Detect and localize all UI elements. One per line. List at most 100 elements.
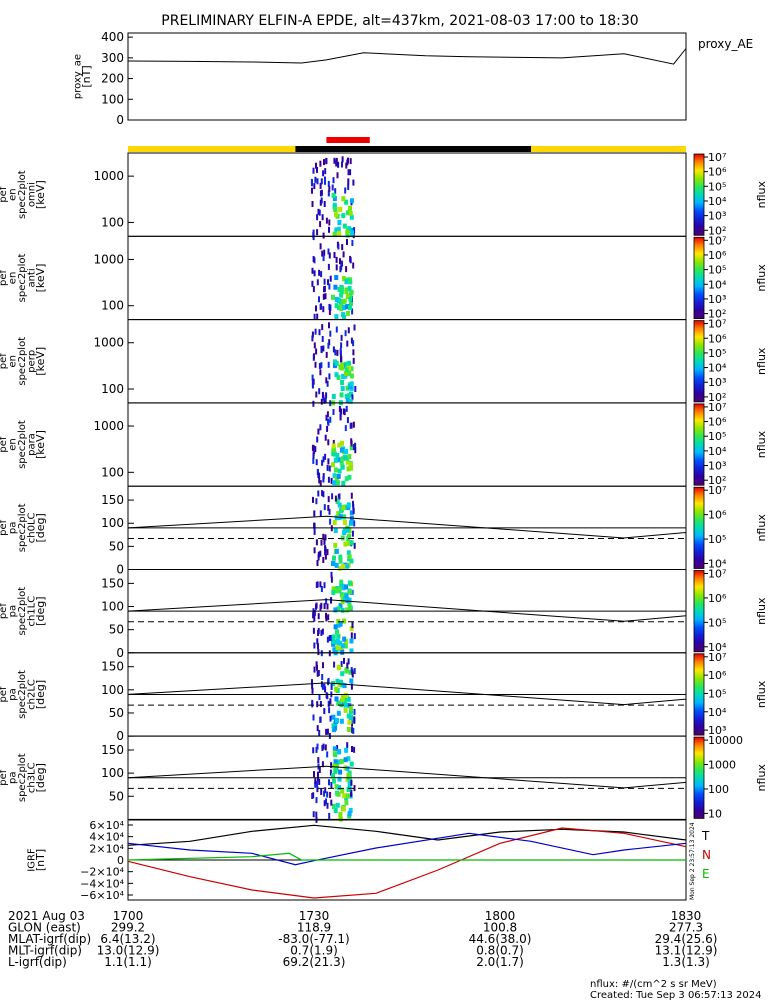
ephemeris-cell: 277.3 — [669, 921, 703, 935]
spectrogram-pixel — [315, 797, 318, 804]
spectrogram-pixel — [328, 283, 331, 290]
spectrogram-pixel — [332, 647, 337, 653]
spectrogram-pixel — [344, 289, 349, 295]
spectrogram-pixel — [318, 269, 321, 276]
igrf-ytick-label: 0 — [117, 854, 124, 867]
spectrogram-pixel — [353, 746, 356, 753]
spectrogram-pixel — [324, 534, 327, 541]
colorbar-tick-label: 10⁴ — [708, 641, 727, 654]
spectrogram-pixel — [353, 324, 356, 331]
spectrogram-pixel — [346, 361, 351, 366]
spectrogram-pixel — [347, 184, 350, 190]
spectrogram-pixel — [331, 586, 336, 592]
spectrogram-pixel — [313, 666, 316, 673]
spectrogram-pixel — [327, 190, 330, 197]
spectrogram-pixel — [329, 275, 332, 282]
spectrogram-pixel — [335, 678, 340, 684]
spectrogram-pixel — [342, 514, 347, 520]
spectrogram-pixel — [347, 554, 352, 560]
spectrogram-pixel — [350, 230, 354, 236]
spectrogram-pixel — [320, 271, 323, 278]
spectrogram-pixel — [327, 505, 330, 511]
spectrogram-pixel — [336, 474, 341, 479]
spectrogram-pixel — [343, 371, 348, 377]
spectrogram-pixel — [333, 725, 338, 731]
spectrogram-ytick-label: 150 — [101, 576, 124, 590]
spectrogram-pixel — [327, 180, 330, 187]
spectrogram-pixel — [326, 728, 329, 735]
spectrogram-pixel — [313, 313, 316, 320]
spectrogram-pixel — [321, 459, 324, 466]
spectrogram-pixel — [345, 397, 350, 403]
panel-ylabel-line: spec2plot — [17, 170, 28, 219]
proxy-ae-line — [127, 48, 687, 65]
spectrogram-pixel — [317, 428, 320, 435]
spectrogram-pixel — [333, 528, 338, 534]
spectrogram-pixel — [327, 700, 330, 707]
colorbar-tick-label: 10³ — [708, 210, 726, 223]
spectrogram-pixel — [316, 780, 318, 787]
spectrogram-pixel — [348, 205, 352, 211]
colorbar-tick-label: 10000 — [708, 734, 743, 747]
spectrogram-pixel — [322, 491, 325, 498]
spectrogram-pixel — [324, 168, 327, 175]
spectrogram-pixel — [348, 293, 353, 299]
spectrogram-ytick-label: 50 — [109, 539, 124, 553]
spectrogram-pixel — [326, 425, 329, 432]
colorbar-tick-label: 10³ — [708, 724, 726, 737]
spectrogram-pixel — [352, 421, 355, 428]
spectrogram-pixel — [325, 612, 327, 619]
colorbar-tick-label: 10⁶ — [708, 166, 727, 179]
spectrogram-pixel — [315, 582, 318, 588]
spectrogram-pixel — [311, 699, 314, 706]
spectrogram-pixel — [342, 276, 346, 282]
spectrogram-pixel — [315, 661, 318, 668]
colorbar-tick-label: 10⁷ — [708, 151, 726, 164]
spectrogram-pixel — [344, 279, 349, 285]
spectrogram-pixel — [344, 593, 349, 599]
spectrogram-pixel — [339, 679, 343, 685]
spectrogram-pixel — [347, 604, 352, 610]
spectrogram-pixel — [324, 545, 327, 552]
panel-ylabel-line: en — [8, 438, 19, 451]
spectrogram-pixel — [331, 778, 336, 784]
spectrogram-pixel — [340, 342, 343, 349]
units-note: nflux: #/(cm^2 s sr MeV) — [590, 979, 717, 990]
spectrogram-pixel — [331, 394, 336, 399]
spectrogram-pixel — [318, 209, 321, 216]
spectrogram-pixel — [334, 548, 339, 554]
spectrogram-pixel — [332, 555, 336, 561]
spectrogram-pixel — [311, 679, 313, 686]
spectrogram-pixel — [323, 249, 326, 256]
spectrogram-pixel — [354, 447, 357, 454]
spectrogram-pixel — [326, 549, 329, 556]
spectrogram-ytick-label: 150 — [101, 743, 124, 757]
spectrogram-pixel — [348, 462, 353, 467]
colorbar — [693, 486, 705, 569]
spectrogram-pixel — [313, 183, 316, 190]
panel-ylabel-line: IGRF — [27, 848, 38, 872]
proxy-ae-ytick-label: 200 — [101, 72, 124, 86]
spectrogram-pixel — [316, 638, 319, 645]
spectrogram-pixel — [332, 520, 337, 525]
spectrogram-pixel — [320, 362, 323, 369]
spectrogram-pixel — [337, 586, 342, 592]
spectrogram-pixel — [349, 366, 354, 372]
spectrogram-pixel — [321, 490, 324, 497]
colorbar-tick-label: 10³ — [708, 376, 726, 389]
spectrogram-pixel — [318, 477, 321, 484]
spectrogram-pixel — [347, 580, 352, 586]
proxy-ae-ytick-label: 400 — [101, 30, 124, 44]
spectrogram-pixel — [314, 446, 317, 453]
colorbar-tick-label: 10⁵ — [708, 180, 726, 193]
spectrogram-panel: 1001000elapefenspec2plotomni[keV]10²10³1… — [0, 151, 768, 241]
spectrogram-pixel — [344, 584, 349, 590]
ephemeris-cell: 1830 — [671, 909, 702, 923]
spectrogram-pixel — [343, 541, 348, 547]
spectrogram-pixel — [320, 681, 323, 688]
spectrogram-pixel — [340, 464, 345, 470]
spectrogram-pixel — [349, 289, 354, 295]
spectrogram-ytick-label: 50 — [109, 789, 124, 803]
spectrogram-pixel — [319, 199, 322, 206]
colorbar-tick-label: 10⁵ — [708, 264, 726, 277]
